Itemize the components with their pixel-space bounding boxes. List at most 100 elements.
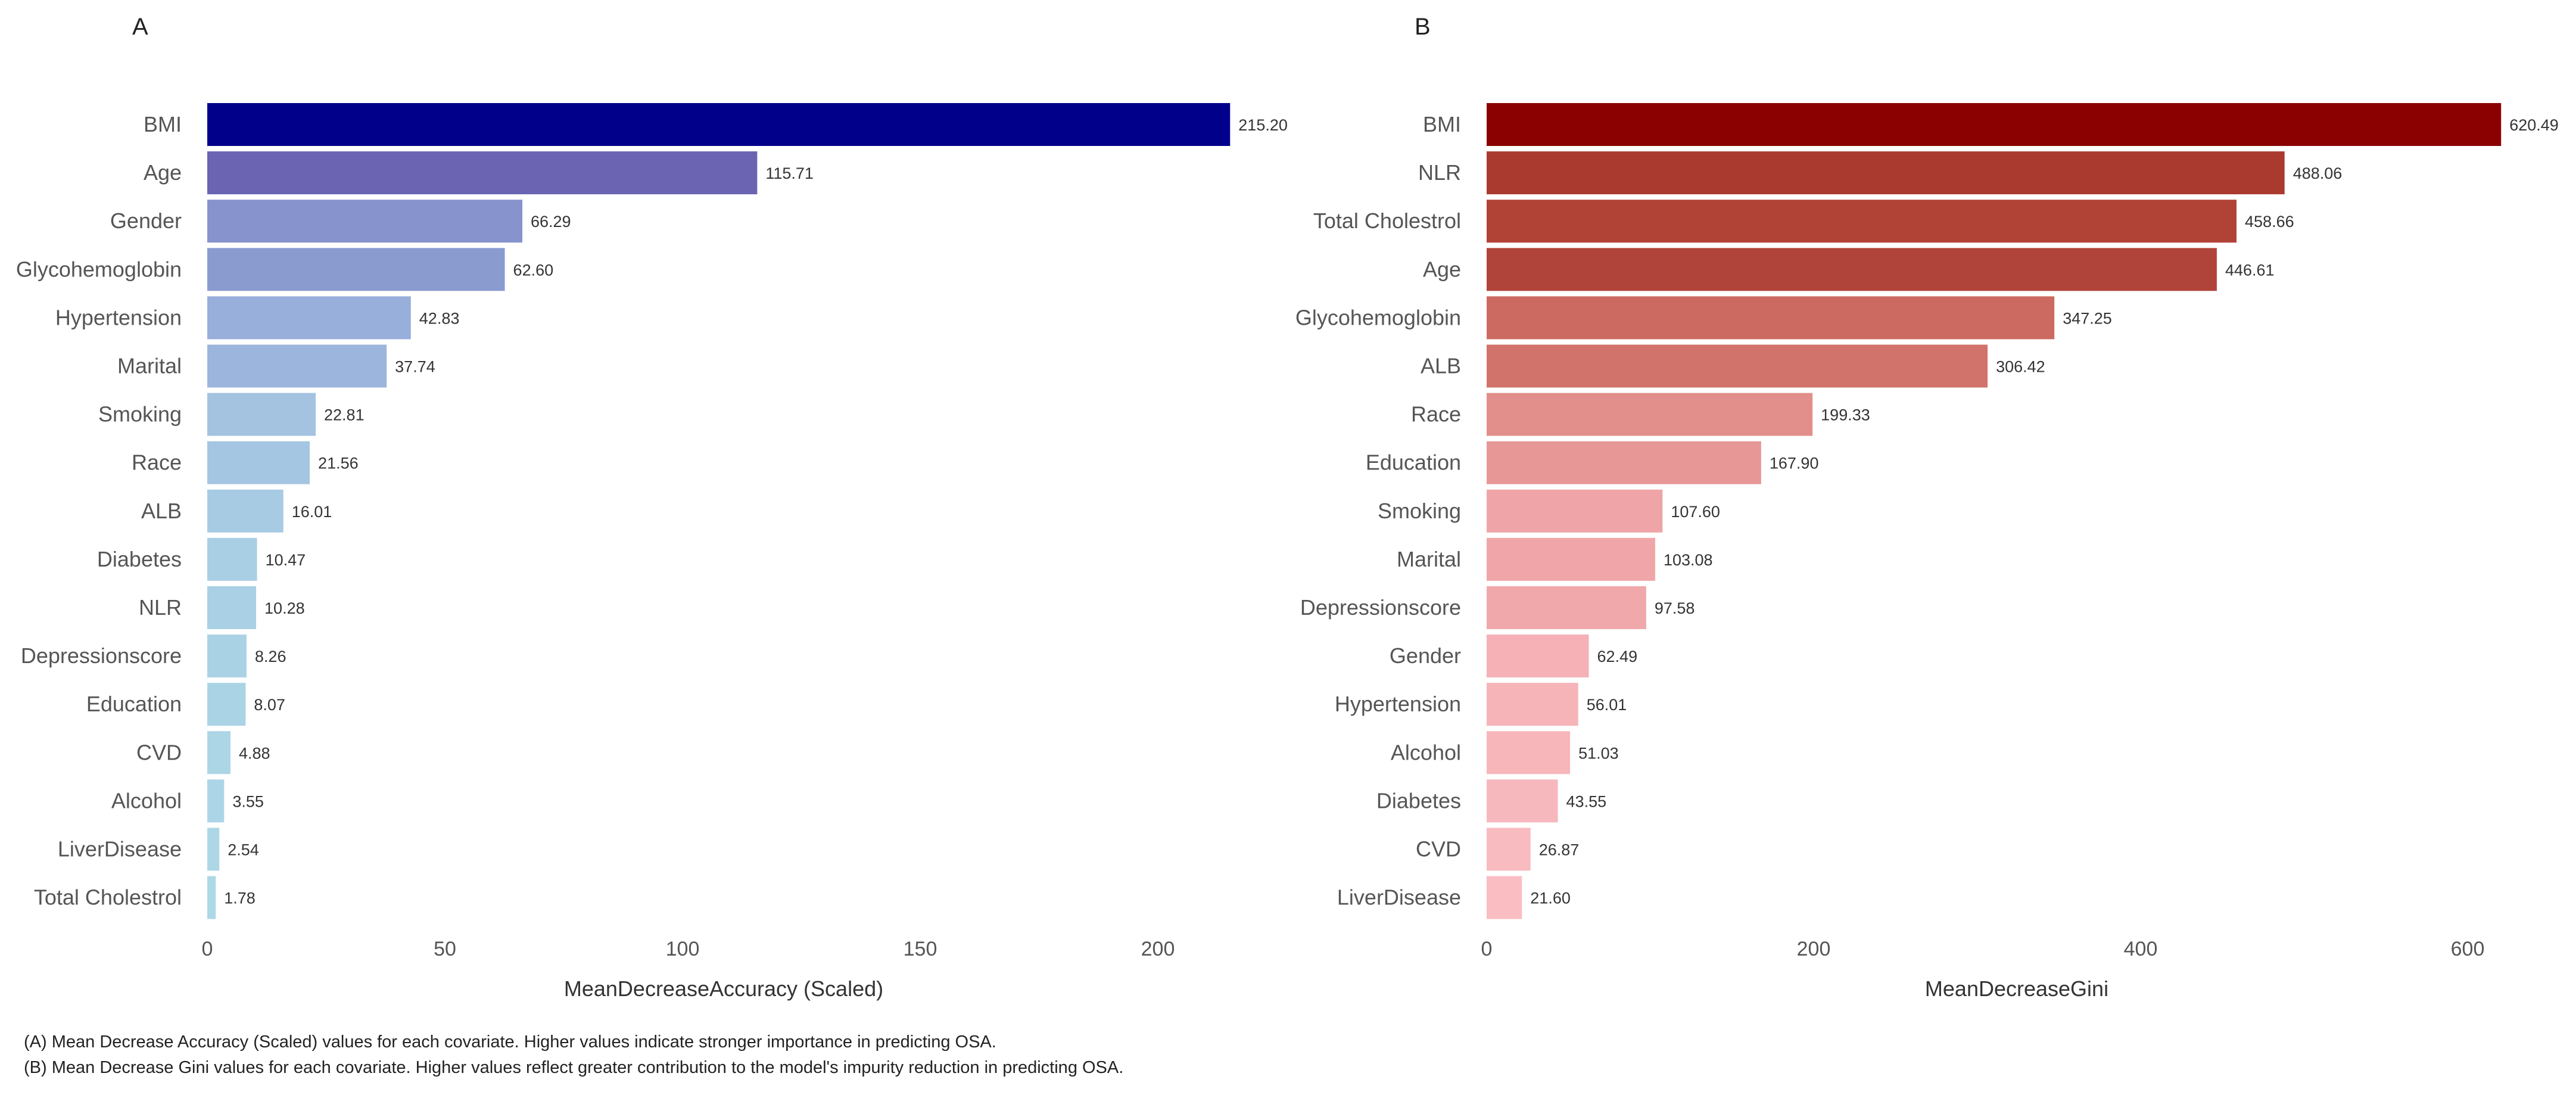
x-tick-label: 400 (2124, 938, 2158, 960)
category-label-diabetes: Diabetes (97, 547, 182, 571)
category-label-nlr: NLR (139, 595, 182, 620)
bar-depressionscore (207, 634, 247, 678)
caption-panel-a: (A) Mean Decrease Accuracy (Scaled) valu… (24, 1032, 996, 1052)
category-label-gender: Gender (1390, 643, 1461, 668)
category-label-depressionscore: Depressionscore (1300, 595, 1461, 620)
category-label-marital: Marital (1397, 547, 1461, 571)
category-label-gender: Gender (110, 209, 182, 233)
value-label-alb: 306.42 (1996, 358, 2045, 376)
value-label-smoking: 107.60 (1671, 503, 1720, 521)
bar-nlr (207, 586, 257, 629)
category-label-depressionscore: Depressionscore (21, 643, 182, 668)
category-label-diabetes: Diabetes (1376, 788, 1461, 813)
bar-nlr (1487, 151, 2285, 195)
value-label-marital: 103.08 (1664, 551, 1713, 569)
x-tick-label: 50 (434, 938, 456, 960)
bar-bmi (1487, 103, 2502, 146)
bar-gender (1487, 634, 1589, 678)
bar-hypertension (207, 296, 411, 340)
panel-label-a: A (132, 14, 148, 40)
category-label-liverdisease: LiverDisease (58, 837, 182, 861)
value-label-liverdisease: 2.54 (228, 841, 259, 859)
bar-diabetes (207, 537, 257, 581)
x-tick-label: 600 (2451, 938, 2485, 960)
bar-liverdisease (207, 828, 220, 871)
bar-diabetes (1487, 779, 1558, 823)
value-label-education: 8.07 (254, 696, 285, 714)
bar-race (1487, 393, 1813, 436)
category-label-total-cholestrol: Total Cholestrol (34, 885, 182, 910)
value-label-depressionscore: 8.26 (255, 648, 286, 665)
category-label-cvd: CVD (1416, 837, 1461, 861)
value-label-age: 446.61 (2225, 261, 2275, 279)
value-label-diabetes: 43.55 (1566, 792, 1607, 810)
bar-cvd (1487, 828, 1531, 871)
bar-marital (207, 344, 387, 388)
value-label-cvd: 4.88 (239, 744, 270, 762)
category-label-hypertension: Hypertension (1335, 692, 1461, 716)
category-label-liverdisease: LiverDisease (1337, 885, 1461, 910)
x-tick-label: 150 (904, 938, 937, 960)
value-label-total-cholestrol: 1.78 (224, 889, 256, 907)
value-label-bmi: 620.49 (2509, 116, 2559, 134)
bar-alcohol (1487, 731, 1571, 774)
category-label-alcohol: Alcohol (1391, 740, 1461, 764)
panel-label-b: B (1415, 14, 1431, 40)
value-label-marital: 37.74 (395, 358, 435, 376)
bar-gender (207, 200, 522, 243)
bar-education (207, 683, 246, 726)
value-label-alcohol: 3.55 (232, 792, 264, 810)
category-label-alcohol: Alcohol (111, 788, 182, 813)
category-label-alb: ALB (141, 499, 182, 523)
value-label-glycohemoglobin: 62.60 (513, 261, 554, 279)
category-label-glycohemoglobin: Glycohemoglobin (1295, 305, 1461, 329)
value-label-gender: 62.49 (1597, 648, 1638, 665)
value-label-total-cholestrol: 458.66 (2245, 213, 2294, 231)
category-label-nlr: NLR (1418, 160, 1461, 185)
bar-total-cholestrol (1487, 200, 2237, 243)
bar-marital (1487, 537, 1655, 581)
category-label-alb: ALB (1421, 354, 1461, 378)
x-tick-label: 0 (202, 938, 213, 960)
category-label-education: Education (1366, 450, 1461, 475)
x-tick-label: 200 (1141, 938, 1175, 960)
bar-alb (207, 489, 284, 533)
value-label-diabetes: 10.47 (266, 551, 306, 569)
bar-alb (1487, 344, 1988, 388)
category-label-total-cholestrol: Total Cholestrol (1313, 209, 1461, 233)
panel-a-chart: A BMI 215.20 Age 115.71 Gender 66.29 Glycohemog… (16, 14, 1288, 1001)
bar-race (207, 441, 310, 484)
x-tick-label: 200 (1797, 938, 1831, 960)
x-axis-title: MeanDecreaseGini (1925, 976, 2108, 1001)
bar-smoking (1487, 489, 1663, 533)
value-label-nlr: 488.06 (2293, 164, 2343, 182)
category-label-race: Race (132, 450, 182, 475)
bar-glycohemoglobin (207, 248, 505, 291)
category-label-education: Education (86, 692, 182, 716)
value-label-alb: 16.01 (292, 503, 332, 521)
value-label-race: 21.56 (318, 455, 359, 472)
bar-bmi (207, 103, 1231, 146)
category-label-smoking: Smoking (98, 402, 182, 427)
category-label-marital: Marital (117, 354, 182, 378)
value-label-glycohemoglobin: 347.25 (2063, 309, 2112, 327)
category-label-cvd: CVD (136, 740, 182, 764)
bar-depressionscore (1487, 586, 1646, 629)
bar-alcohol (207, 779, 225, 823)
value-label-smoking: 22.81 (324, 406, 365, 424)
value-label-age: 115.71 (765, 164, 814, 182)
value-label-cvd: 26.87 (1539, 841, 1580, 859)
value-label-nlr: 10.28 (264, 599, 305, 617)
value-label-liverdisease: 21.60 (1530, 889, 1571, 907)
bar-age (207, 151, 758, 195)
category-label-bmi: BMI (1423, 112, 1461, 136)
category-label-age: Age (144, 160, 182, 185)
category-label-glycohemoglobin: Glycohemoglobin (16, 257, 182, 281)
bar-glycohemoglobin (1487, 296, 2055, 340)
value-label-hypertension: 42.83 (419, 309, 460, 327)
bar-age (1487, 248, 2217, 291)
bar-education (1487, 441, 1761, 484)
value-label-alcohol: 51.03 (1578, 744, 1619, 762)
category-label-smoking: Smoking (1378, 499, 1461, 523)
caption-panel-b: (B) Mean Decrease Gini values for each c… (24, 1058, 1124, 1077)
